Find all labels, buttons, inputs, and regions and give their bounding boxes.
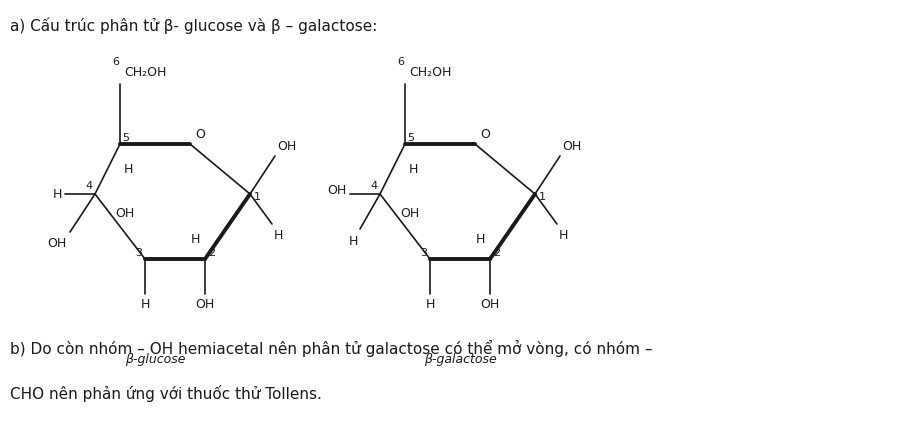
Text: β-galactose: β-galactose [423,352,496,365]
Text: OH: OH [562,140,582,153]
Text: 3: 3 [420,248,427,257]
Text: H: H [476,233,485,245]
Text: 2: 2 [208,248,215,257]
Text: OH: OH [480,297,500,310]
Text: 5: 5 [122,132,129,143]
Text: 6: 6 [397,57,405,67]
Text: H: H [53,188,62,201]
Text: O: O [480,128,490,141]
Text: CHO nên phản ứng với thuốc thử Tollens.: CHO nên phản ứng với thuốc thử Tollens. [10,384,322,401]
Text: H: H [191,233,200,245]
Text: b) Do còn nhóm – OH hemiacetal nên phân tử galactose có thể mở vòng, có nhóm –: b) Do còn nhóm – OH hemiacetal nên phân … [10,339,653,356]
Text: OH: OH [48,236,67,249]
Text: 6: 6 [112,57,120,67]
Text: 5: 5 [407,132,414,143]
Text: 1: 1 [254,192,261,201]
Text: OH: OH [277,140,297,153]
Text: H: H [349,234,358,248]
Text: CH₂OH: CH₂OH [409,66,451,79]
Text: OH: OH [400,207,419,219]
Text: H: H [425,297,435,310]
Text: OH: OH [195,297,215,310]
Text: H: H [408,163,418,176]
Text: 2: 2 [493,248,500,257]
Text: H: H [274,228,283,242]
Text: 1: 1 [539,192,546,201]
Text: 4: 4 [371,181,378,190]
Text: CH₂OH: CH₂OH [124,66,166,79]
Text: H: H [559,228,568,242]
Text: H: H [140,297,150,310]
Text: OH: OH [115,207,134,219]
Text: H: H [123,163,133,176]
Text: 3: 3 [135,248,142,257]
Text: β-glucose: β-glucose [125,352,185,365]
Text: OH: OH [328,184,347,197]
Text: O: O [195,128,205,141]
Text: 4: 4 [86,181,93,190]
Text: a) Cấu trúc phân tử β- glucose và β – galactose:: a) Cấu trúc phân tử β- glucose và β – ga… [10,18,378,35]
